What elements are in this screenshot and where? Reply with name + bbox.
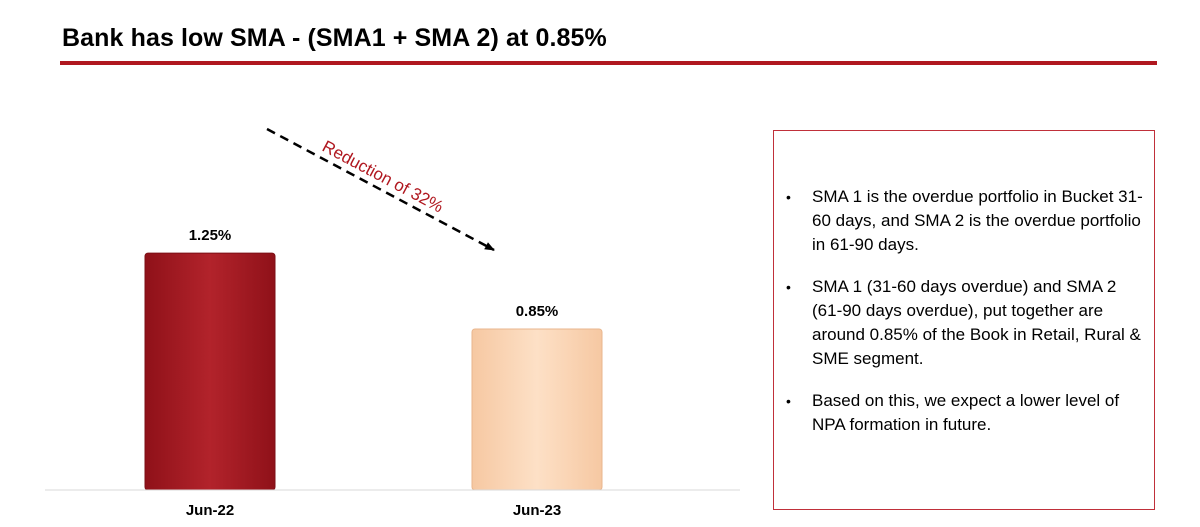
notes-list: • SMA 1 is the overdue portfolio in Buck… [786,185,1146,455]
bar-jun-23 [471,328,603,491]
bullet-icon: • [786,189,791,205]
reduction-annotation: Reduction of 32% [319,137,446,217]
category-label: Jun-22 [186,502,234,519]
bullet-icon: • [786,279,791,295]
category-label: Jun-23 [513,502,561,519]
bar-value-label: 0.85% [516,303,559,320]
sma-bar-chart: Reduction of 32% 1.25% Jun-22 0.85% Jun-23 [45,127,740,519]
note-text: SMA 1 is the overdue portfolio in Bucket… [812,187,1143,254]
note-item: • Based on this, we expect a lower level… [786,389,1146,437]
notes-panel: • SMA 1 is the overdue portfolio in Buck… [773,130,1155,510]
note-text: SMA 1 (31-60 days overdue) and SMA 2 (61… [812,277,1141,368]
note-item: • SMA 1 is the overdue portfolio in Buck… [786,185,1146,257]
note-item: • SMA 1 (31-60 days overdue) and SMA 2 (… [786,275,1146,371]
bar-jun-22 [144,252,276,491]
trend-arrow [266,127,495,252]
note-text: Based on this, we expect a lower level o… [812,391,1120,434]
title-rule [60,61,1157,65]
page-title: Bank has low SMA - (SMA1 + SMA 2) at 0.8… [62,24,607,52]
bullet-icon: • [786,393,791,409]
bar-value-label: 1.25% [189,227,232,244]
